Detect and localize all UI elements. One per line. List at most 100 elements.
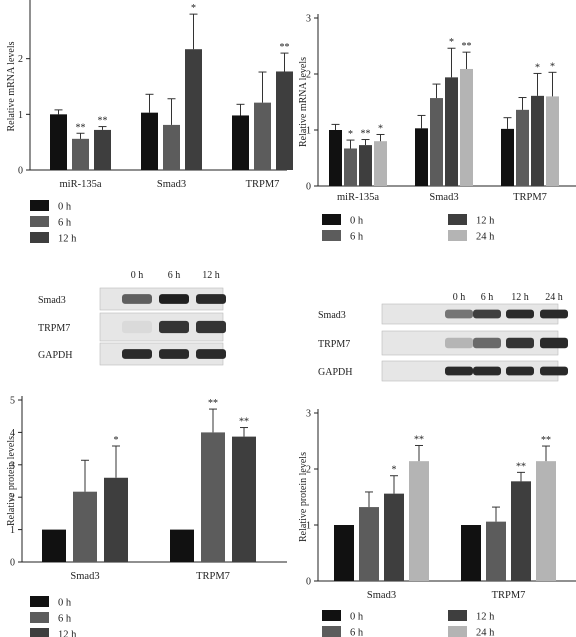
legend-swatch (448, 230, 467, 241)
legend-label: 24 h (476, 628, 495, 637)
blot-band (506, 309, 534, 319)
bar (232, 115, 249, 170)
legend-label: 24 h (476, 232, 495, 243)
significance-label: ** (361, 129, 371, 140)
bar (276, 71, 293, 170)
bar (445, 77, 458, 186)
y-tick-label: 3 (306, 14, 311, 25)
y-axis-label: Relative mRNA levels (298, 57, 309, 147)
y-tick-label: 0 (306, 577, 311, 588)
y-tick-label: 1 (306, 126, 311, 137)
legend-label: 0 h (350, 216, 364, 227)
blot-row-label: TRPM7 (318, 339, 350, 350)
significance-label: * (191, 3, 196, 14)
significance-label: ** (76, 122, 86, 133)
bar (536, 461, 556, 581)
bar (384, 493, 404, 581)
y-tick-label: 1 (10, 525, 15, 536)
blot-band (445, 309, 473, 319)
blot-band (159, 320, 189, 334)
legend-swatch (322, 230, 341, 241)
y-tick-label: 2 (10, 493, 15, 504)
bar (344, 148, 357, 186)
bar (430, 98, 443, 186)
legend-swatch (448, 610, 467, 621)
legend: 0 h 6 h 12 h (30, 200, 77, 245)
bar (232, 436, 256, 562)
y-tick-label: 0 (10, 558, 15, 569)
legend-swatch (448, 214, 467, 225)
legend-label: 6 h (350, 232, 364, 243)
blot-band (196, 294, 226, 304)
bar (72, 138, 89, 170)
blot-band (473, 366, 501, 376)
category-label: Smad3 (157, 179, 186, 190)
bar (42, 529, 66, 562)
category-label: TRPM7 (513, 192, 547, 203)
significance-label: ** (280, 42, 290, 53)
y-tick-label: 1 (18, 110, 23, 121)
legend-swatch (322, 610, 341, 621)
significance-label: * (114, 435, 119, 446)
bar (460, 68, 473, 186)
legend-label: 6 h (350, 628, 364, 637)
y-tick-label: 2 (306, 70, 311, 81)
category-label: Smad3 (367, 590, 396, 601)
category-label: TRPM7 (196, 571, 230, 582)
bar (511, 481, 531, 581)
blot-band (473, 309, 501, 319)
legend-label: 0 h (58, 202, 72, 213)
legend: 0 h 6 h 12 h 24 h (322, 214, 495, 243)
legend-label: 12 h (58, 234, 77, 245)
y-tick-label: 5 (10, 396, 15, 407)
y-tick-label: 3 (306, 409, 311, 420)
blot-band (540, 337, 568, 349)
bar (329, 130, 342, 186)
lane-label: 0 h (453, 292, 466, 303)
bar (334, 525, 354, 581)
significance-label: * (392, 465, 397, 476)
significance-label: ** (414, 434, 424, 445)
y-tick-label: 3 (10, 460, 15, 471)
bar (73, 491, 97, 562)
legend-label: 0 h (350, 612, 364, 623)
blot-band (540, 309, 568, 319)
blot-band (122, 349, 152, 359)
y-axis-label: Relative protein levels (6, 436, 17, 526)
category-label: Smad3 (429, 192, 458, 203)
legend: 0 h 6 h 12 h (30, 596, 77, 637)
blot-band (159, 294, 189, 304)
legend-label: 6 h (58, 218, 72, 229)
y-axis-label: Relative mRNA levels (6, 41, 17, 131)
legend-swatch (322, 214, 341, 225)
bar (185, 49, 202, 170)
bar (486, 521, 506, 581)
y-tick-label: 0 (306, 182, 311, 193)
legend-swatch (30, 628, 49, 637)
blot-band (445, 366, 473, 376)
y-tick-label: 4 (10, 428, 15, 439)
blot-row-label: Smad3 (38, 295, 66, 306)
blot-band (540, 366, 568, 376)
bar (415, 128, 428, 186)
significance-label: * (550, 61, 555, 72)
bar (141, 112, 158, 170)
blot-row-label: TRPM7 (38, 323, 70, 334)
blot-band (196, 320, 226, 334)
legend-swatch (30, 612, 49, 623)
lane-label: 0 h (131, 270, 144, 281)
legend-swatch (30, 232, 49, 243)
bar (516, 109, 529, 186)
legend: 0 h 6 h 12 h 24 h (322, 610, 495, 637)
significance-label: ** (516, 461, 526, 472)
legend-swatch (448, 626, 467, 637)
bar (374, 141, 387, 186)
bar (501, 128, 514, 186)
bar (104, 477, 128, 562)
blot-row-label: Smad3 (318, 310, 346, 321)
legend-label: 0 h (58, 598, 72, 609)
significance-label: ** (98, 116, 108, 127)
y-tick-label: 2 (306, 465, 311, 476)
